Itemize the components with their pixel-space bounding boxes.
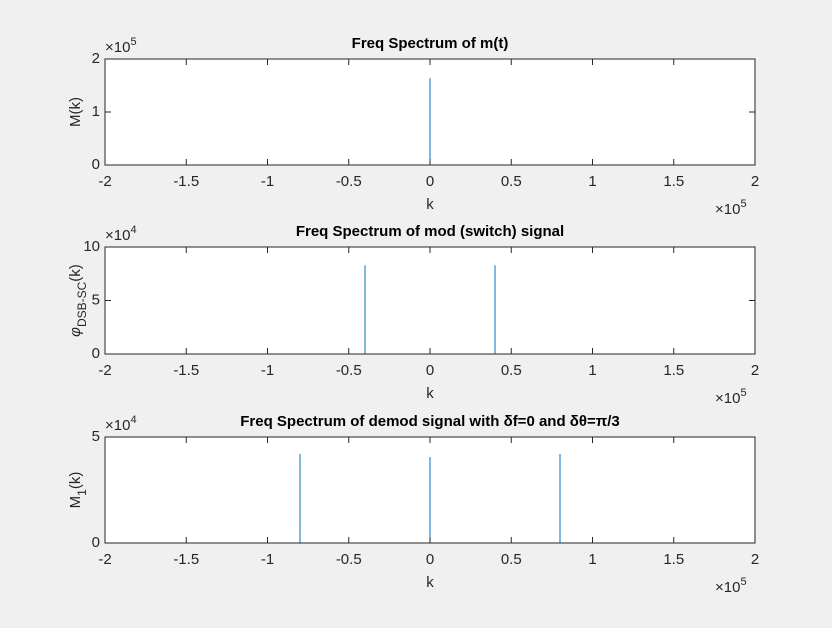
x-tick-label: -0.5	[336, 551, 362, 568]
x-tick-label: 2	[751, 362, 759, 379]
multiplier-base: ×10	[715, 201, 740, 218]
y-tick-label: 0	[92, 534, 100, 551]
y-tick-label: 5	[92, 428, 100, 445]
x-multiplier: ×105	[715, 198, 747, 218]
x-tick-label: 2	[751, 173, 759, 190]
multiplier-base: ×10	[105, 39, 130, 56]
y-axis-label-part: M	[67, 115, 84, 128]
x-tick-label: -1	[261, 362, 274, 379]
x-tick-label: 0.5	[501, 173, 522, 190]
y-axis-label-part: 1	[75, 489, 89, 496]
y-axis-label: M1(k)	[67, 472, 89, 509]
x-tick-label: 0.5	[501, 362, 522, 379]
x-multiplier: ×105	[715, 576, 747, 596]
y-tick-label: 0	[92, 156, 100, 173]
chart-title: Freq Spectrum of mod (switch) signal	[296, 223, 564, 240]
y-axis-label: φDSB-SC(k)	[67, 264, 89, 337]
multiplier-base: ×10	[105, 227, 130, 244]
subplot: -2 -1.5 -1 -0.5 0 0.5 1 1.5 2 0 5 10 Freq Spectrum o…	[67, 223, 759, 407]
x-tick-label: 0	[426, 551, 434, 568]
multiplier-exponent: 4	[130, 414, 136, 426]
y-tick-label: 2	[92, 50, 100, 67]
x-tick-label: -1.5	[173, 551, 199, 568]
multiplier-base: ×10	[715, 579, 740, 596]
subplot: -2 -1.5 -1 -0.5 0 0.5 1 1.5 2 0 5 Freq Spectrum of …	[67, 413, 759, 596]
x-axis-label: k	[426, 196, 434, 213]
x-tick-label: -0.5	[336, 173, 362, 190]
y-axis-label-part: (k)	[67, 97, 84, 115]
x-tick-label: 1.5	[663, 173, 684, 190]
data-line	[105, 453, 755, 544]
multiplier-exponent: 4	[130, 224, 136, 236]
x-tick-label: -1	[261, 173, 274, 190]
x-tick-label: -1	[261, 551, 274, 568]
x-tick-label: -2	[98, 362, 111, 379]
multiplier-exponent: 5	[740, 198, 746, 210]
y-axis-label-part: M	[67, 496, 84, 509]
x-tick-label: -2	[98, 173, 111, 190]
x-tick-label: 1	[588, 551, 596, 568]
x-tick-label: -1.5	[173, 362, 199, 379]
x-tick-label: 0	[426, 362, 434, 379]
y-multiplier: ×105	[105, 36, 137, 56]
multiplier-exponent: 5	[130, 36, 136, 48]
y-axis-label-part: φ	[67, 327, 84, 337]
multiplier-exponent: 5	[740, 576, 746, 588]
x-tick-label: 1	[588, 362, 596, 379]
x-tick-label: -2	[98, 551, 111, 568]
x-tick-label: 0	[426, 173, 434, 190]
x-axis-label: k	[426, 574, 434, 591]
y-tick-label: 5	[92, 291, 100, 308]
x-tick-label: 0.5	[501, 551, 522, 568]
x-tick-label: 1.5	[663, 362, 684, 379]
chart-title: Freq Spectrum of m(t)	[352, 35, 509, 52]
y-axis-label-part: (k)	[67, 472, 84, 490]
x-axis-label: k	[426, 385, 434, 402]
y-axis-label: M(k)	[67, 97, 84, 127]
chart-title: Freq Spectrum of demod signal with δf=0 …	[240, 413, 620, 430]
x-tick-label: -0.5	[336, 362, 362, 379]
x-tick-label: 1	[588, 173, 596, 190]
subplot: -2 -1.5 -1 -0.5 0 0.5 1 1.5 2 0 1 2 Freq Spectrum of…	[67, 35, 759, 218]
axes-background	[105, 247, 755, 354]
x-tick-label: -1.5	[173, 173, 199, 190]
y-tick-label: 0	[92, 345, 100, 362]
y-multiplier: ×104	[105, 414, 137, 434]
multiplier-base: ×10	[105, 417, 130, 434]
multiplier-base: ×10	[715, 390, 740, 407]
x-tick-label: 2	[751, 551, 759, 568]
x-tick-label: 1.5	[663, 551, 684, 568]
y-tick-label: 10	[83, 238, 100, 255]
x-multiplier: ×105	[715, 387, 747, 407]
y-tick-label: 1	[92, 103, 100, 120]
y-multiplier: ×104	[105, 224, 137, 244]
multiplier-exponent: 5	[740, 387, 746, 399]
y-axis-label-part: DSB-SC	[75, 281, 89, 327]
y-axis-label-part: (k)	[67, 264, 84, 282]
